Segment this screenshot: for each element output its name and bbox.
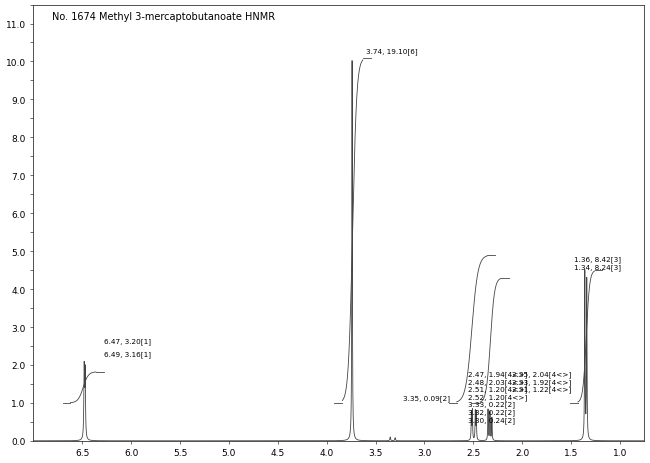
Text: 2.52, 1.20[4<>]: 2.52, 1.20[4<>] [469, 393, 528, 400]
Text: 2.47, 1.94[4<>]: 2.47, 1.94[4<>] [469, 370, 528, 377]
Text: 6.47, 3.20[1]: 6.47, 3.20[1] [104, 338, 151, 344]
Text: 3.33, 0.22[2]: 3.33, 0.22[2] [469, 401, 515, 407]
Text: 3.74, 19.10[6]: 3.74, 19.10[6] [366, 48, 417, 55]
Text: 3.35, 0.09[2]: 3.35, 0.09[2] [403, 395, 450, 401]
Text: 2.51, 1.20[4<>]: 2.51, 1.20[4<>] [469, 386, 528, 393]
Text: No. 1674 Methyl 3-mercaptobutanoate HNMR: No. 1674 Methyl 3-mercaptobutanoate HNMR [51, 12, 275, 22]
Text: 2.33, 1.92[4<>]: 2.33, 1.92[4<>] [512, 378, 572, 385]
Text: 2.31, 1.22[4<>]: 2.31, 1.22[4<>] [512, 386, 572, 393]
Text: 2.35, 2.04[4<>]: 2.35, 2.04[4<>] [512, 370, 572, 377]
Text: 3.32, 0.22[2]: 3.32, 0.22[2] [469, 408, 515, 415]
Text: 1.34, 8.24[3]: 1.34, 8.24[3] [574, 264, 621, 270]
Text: 1.36, 8.42[3]: 1.36, 8.42[3] [574, 256, 621, 262]
Text: 3.30, 0.24[2]: 3.30, 0.24[2] [469, 416, 515, 423]
Text: 6.49, 3.16[1]: 6.49, 3.16[1] [104, 350, 151, 357]
Text: 2.48, 2.03[4<>]: 2.48, 2.03[4<>] [469, 378, 528, 385]
